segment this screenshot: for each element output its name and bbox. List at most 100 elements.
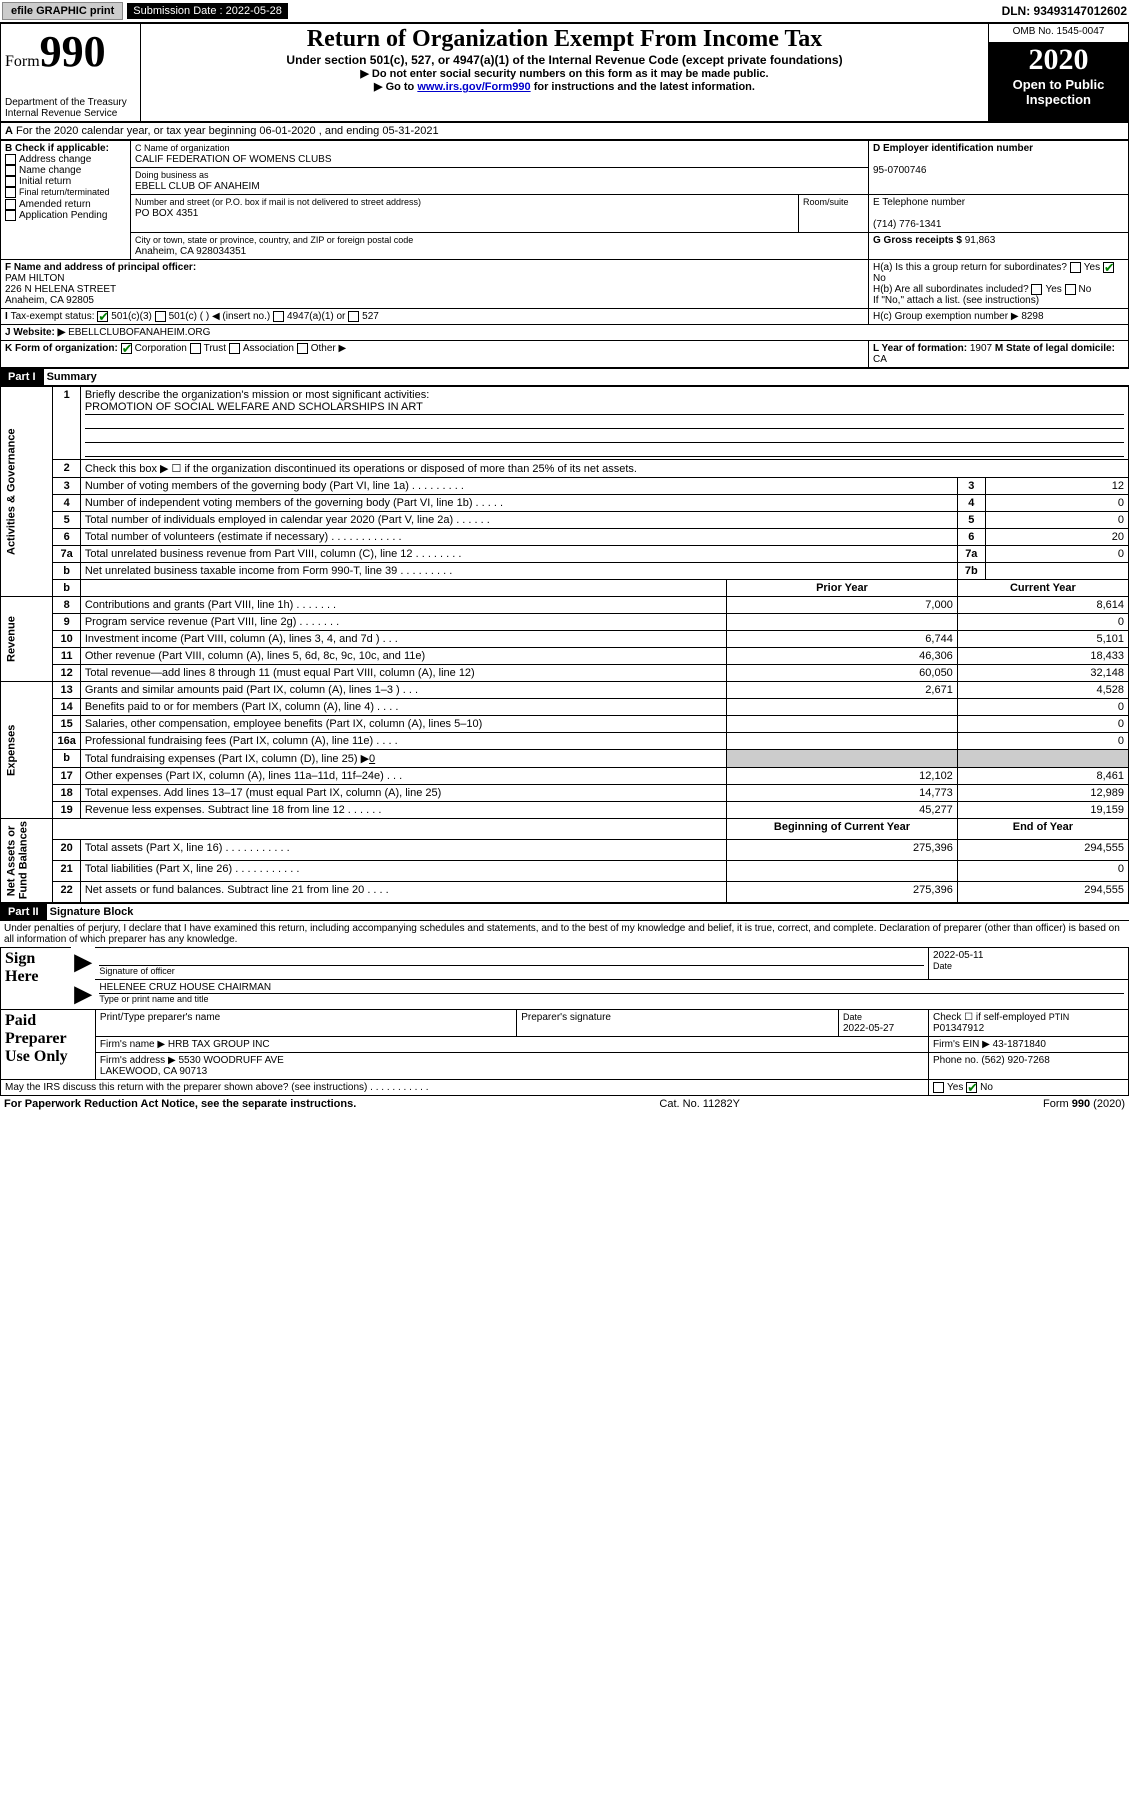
ln14p [727,699,958,716]
street-addr: PO BOX 4351 [135,208,198,219]
page-footer: For Paperwork Reduction Act Notice, see … [0,1096,1129,1112]
line9-text: Program service revenue (Part VIII, line… [80,614,726,631]
ln7bn: 7b [957,563,985,580]
ha-label: H(a) Is this a group return for subordin… [873,262,1067,273]
line18-text: Total expenses. Add lines 13–17 (must eq… [80,785,726,802]
lbl-address-change: Address change [19,154,91,165]
opt-other: Other ▶ [311,344,346,355]
firm-ein: 43-1871840 [993,1039,1046,1050]
part2-hdr: Part II [0,904,47,920]
vert-net: Net Assets or Fund Balances [1,819,53,902]
part1-header-row: Part I Summary [0,368,1129,386]
cb-assoc[interactable] [229,343,240,354]
cb-ha-no[interactable] [1103,262,1114,273]
c-label: C Name of organization [135,143,230,153]
ln7bv [985,563,1128,580]
lbl-yes2: Yes [1045,284,1061,295]
ln19: 19 [53,802,80,819]
cb-discuss-no[interactable] [966,1082,977,1093]
prep-name-lbl: Print/Type preparer's name [95,1010,516,1037]
ln20p: 275,396 [727,840,958,861]
ln16b: b [53,750,80,768]
opt-trust: Trust [204,344,226,355]
prep-sig-lbl: Preparer's signature [517,1010,839,1037]
open-public: Open to Public [989,77,1128,92]
cb-corp[interactable] [121,343,132,354]
discuss-text: May the IRS discuss this return with the… [1,1080,929,1096]
cb-initial-return[interactable] [5,176,16,187]
col-end: End of Year [957,819,1128,840]
lbl-name-change: Name change [19,165,81,176]
firm-addr1: 5530 WOODRUFF AVE [178,1055,283,1066]
cb-app-pending[interactable] [5,210,16,221]
cb-discuss-yes[interactable] [933,1082,944,1093]
line22-text: Net assets or fund balances. Subtract li… [80,881,726,902]
line3-text: Number of voting members of the governin… [80,478,957,495]
cb-527[interactable] [348,311,359,322]
efile-button[interactable]: efile GRAPHIC print [2,2,123,20]
ln7an: 7a [957,546,985,563]
ln4: 4 [53,495,80,512]
cb-trust[interactable] [190,343,201,354]
ln3n: 3 [957,478,985,495]
firm-phone: (562) 920-7268 [981,1055,1049,1066]
line7b-text: Net unrelated business taxable income fr… [80,563,957,580]
line4-text: Number of independent voting members of … [80,495,957,512]
ln6v: 20 [985,529,1128,546]
arrow-icon2: ▶ [75,981,92,1007]
section-b-hdr: B Check if applicable: [5,143,109,154]
col-current: Current Year [957,580,1128,597]
ln13p: 2,671 [727,682,958,699]
ln12p: 60,050 [727,665,958,682]
ln8c: 8,614 [957,597,1128,614]
cb-other[interactable] [297,343,308,354]
part1-hdr: Part I [0,369,44,385]
ln1: 1 [53,387,80,460]
ln9: 9 [53,614,80,631]
ln20: 20 [53,840,80,861]
inspection: Inspection [989,92,1128,107]
submission-date: Submission Date : 2022-05-28 [127,3,288,19]
ln21p [727,861,958,882]
l-label: L Year of formation: [873,343,970,354]
line19-text: Revenue less expenses. Subtract line 18 … [80,802,726,819]
ln21: 21 [53,861,80,882]
cb-4947[interactable] [273,311,284,322]
vert-revenue: Revenue [1,597,53,682]
prep-date: 2022-05-27 [843,1023,894,1034]
cb-501c3[interactable] [97,311,108,322]
ln16ap [727,733,958,750]
sig-date: 2022-05-11 [933,950,983,961]
cb-hb-no[interactable] [1065,284,1076,295]
opt-501c: 501(c) ( ) ◀ (insert no.) [169,311,271,322]
dba: EBELL CLUB OF ANAHEIM [135,181,260,192]
cb-501c[interactable] [155,311,166,322]
lbl-app-pending: Application Pending [19,210,107,221]
ln5v: 0 [985,512,1128,529]
cb-amended[interactable] [5,199,16,210]
ln10p: 6,744 [727,631,958,648]
lnb: b [53,580,80,597]
arrow-icon: ▶ [75,949,92,975]
paid-preparer-hdr: Paid Preparer Use Only [5,1012,91,1066]
irs-link[interactable]: www.irs.gov/Form990 [417,81,530,93]
firm-lbl: Firm's name ▶ [100,1039,165,1050]
hb-label: H(b) Are all subordinates included? [873,284,1029,295]
line12-text: Total revenue—add lines 8 through 11 (mu… [80,665,726,682]
mission: PROMOTION OF SOCIAL WELFARE AND SCHOLARS… [85,401,1124,415]
ln17p: 12,102 [727,768,958,785]
ln14c: 0 [957,699,1128,716]
ln9p [727,614,958,631]
opt-501c3: 501(c)(3) [111,311,152,322]
domicile: CA [873,354,887,365]
cb-ha-yes[interactable] [1070,262,1081,273]
cb-name-change[interactable] [5,165,16,176]
col-prior: Prior Year [727,580,958,597]
room-label: Room/suite [803,197,849,207]
ln16b-shade1 [727,750,958,768]
cb-hb-yes[interactable] [1031,284,1042,295]
ln13c: 4,528 [957,682,1128,699]
ln15c: 0 [957,716,1128,733]
cb-final-return[interactable] [5,187,16,198]
cb-address-change[interactable] [5,154,16,165]
